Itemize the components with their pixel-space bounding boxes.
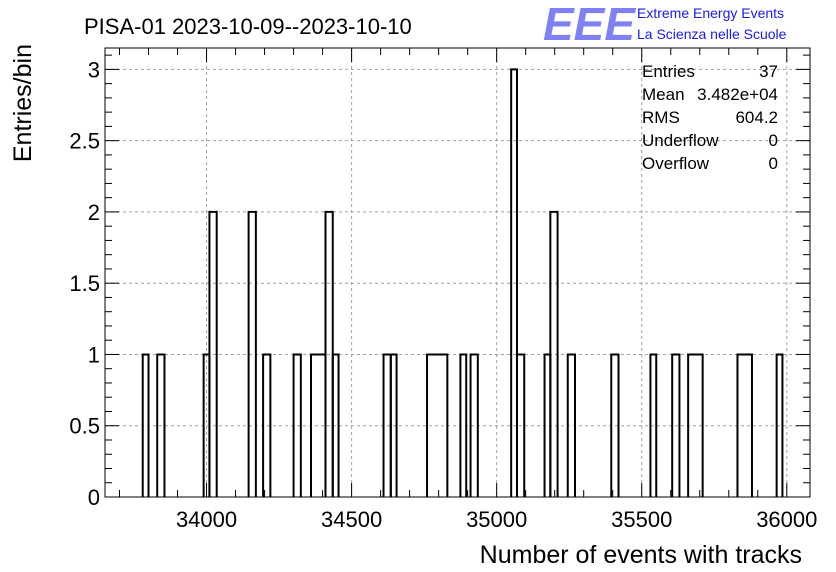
- histogram-bin: [566, 353, 576, 497]
- stats-value: 0: [769, 131, 778, 150]
- y-tick-label: 1: [88, 342, 100, 367]
- stats-value: 37: [759, 62, 778, 81]
- stats-label: Mean: [642, 85, 685, 104]
- y-tick-label: 2.5: [69, 129, 100, 154]
- stats-value: 3.482e+04: [697, 85, 778, 104]
- histogram-bin: [671, 353, 681, 497]
- histogram-bin: [775, 353, 784, 497]
- histogram-bin: [156, 353, 166, 497]
- histogram-bin: [247, 210, 257, 497]
- grid: [105, 48, 810, 497]
- x-tick-label: 35000: [466, 507, 527, 532]
- histogram-bin: [469, 353, 479, 497]
- histogram-bin: [426, 353, 449, 497]
- y-axis-label: Entries/bin: [9, 44, 37, 162]
- histogram-bin: [736, 353, 753, 497]
- histogram-bin: [515, 353, 526, 497]
- x-tick-label: 36000: [756, 507, 817, 532]
- logo-mark: EEE: [543, 0, 636, 50]
- histogram-bin: [292, 353, 302, 497]
- chart-title: PISA-01 2023-10-09--2023-10-10: [84, 14, 412, 39]
- y-tick-label: 2: [88, 200, 100, 225]
- stats-box: Entries 37 Mean 3.482e+04 RMS 604.2 Underflow 0…: [642, 62, 778, 173]
- x-tick-labels: 34000 34500 35000 35500 36000: [176, 507, 817, 532]
- plot-frame: [104, 47, 811, 498]
- stats-value: 0: [769, 154, 778, 173]
- histogram-bin: [510, 68, 518, 497]
- y-tick-label: 3: [88, 57, 100, 82]
- stats-label: Underflow: [642, 131, 719, 150]
- histogram-bin: [208, 210, 218, 497]
- x-tick-label: 34000: [176, 507, 237, 532]
- histogram-bin: [610, 353, 620, 497]
- histogram-bin: [549, 210, 559, 497]
- histogram-bin: [459, 353, 468, 497]
- logo-line-1: Extreme Energy Events: [637, 5, 784, 21]
- stats-label: Entries: [642, 62, 695, 81]
- x-tick-label: 34500: [321, 507, 382, 532]
- histogram-bin: [262, 353, 272, 497]
- eee-logo: EEE Extreme Energy Events La Scienza nel…: [543, 0, 787, 50]
- histogram-bin: [141, 353, 150, 497]
- y-tick-labels: 0 0.5 1 1.5 2 2.5 3: [69, 57, 100, 510]
- histogram-bin: [687, 353, 704, 497]
- stats-label: RMS: [642, 108, 680, 127]
- stats-value: 604.2: [735, 108, 778, 127]
- histogram-bin: [331, 353, 340, 497]
- histogram-bin: [389, 353, 398, 497]
- y-tick-label: 0.5: [69, 414, 100, 439]
- x-axis-label: Number of events with tracks: [480, 541, 802, 569]
- logo-line-2: La Scienza nelle Scuole: [637, 26, 787, 42]
- y-tick-label: 0: [88, 485, 100, 510]
- x-tick-label: 35500: [611, 507, 672, 532]
- histogram-bin: [649, 353, 658, 497]
- stats-label: Overflow: [642, 154, 710, 173]
- histogram-bars: [141, 68, 784, 497]
- axis-ticks: [105, 48, 810, 498]
- y-tick-label: 1.5: [69, 271, 100, 296]
